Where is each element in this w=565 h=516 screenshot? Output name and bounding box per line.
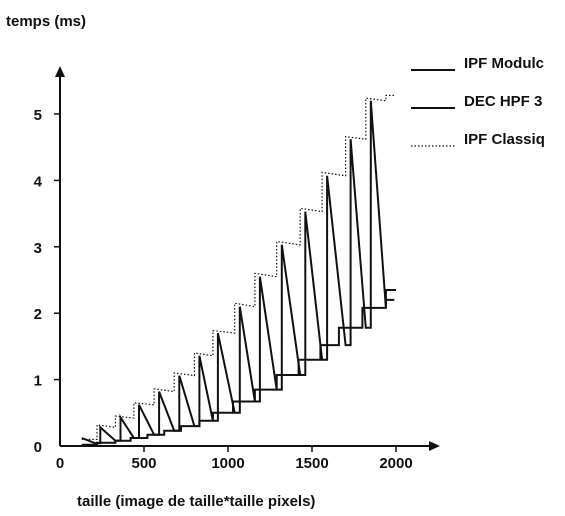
y-tick-label: 1: [34, 373, 42, 390]
plot-area: [81, 94, 396, 446]
x-axis-label: taille (image de taille*taille pixels): [77, 493, 315, 510]
y-tick-label: 0: [34, 439, 42, 456]
ticks: 0 500 1000 1500 2000 0 1 2 3 4 5: [34, 107, 413, 472]
legend: IPF Modulc DEC HPF 3 IPF Classiq: [411, 55, 545, 148]
x-tick-label: 2000: [379, 455, 412, 472]
legend-label-1: IPF Modulc: [464, 55, 544, 72]
legend-label-2: DEC HPF 3: [464, 93, 542, 110]
x-tick-label: 1500: [295, 455, 328, 472]
series-line-3: [81, 94, 396, 440]
y-tick-label: 3: [34, 240, 42, 257]
legend-label-3: IPF Classiq: [464, 131, 545, 148]
y-axis-label: temps (ms): [6, 13, 86, 30]
series-line-2: [81, 100, 395, 445]
series-line-1: [81, 289, 396, 446]
y-tick-label: 2: [34, 306, 42, 323]
y-tick-label: 5: [34, 107, 42, 124]
x-tick-label: 1000: [211, 455, 244, 472]
x-axis-arrow: [429, 441, 440, 451]
y-axis-arrow: [55, 66, 65, 77]
axes: [55, 66, 440, 451]
x-tick-label: 0: [56, 455, 64, 472]
x-tick-label: 500: [131, 455, 156, 472]
y-tick-label: 4: [34, 173, 43, 190]
